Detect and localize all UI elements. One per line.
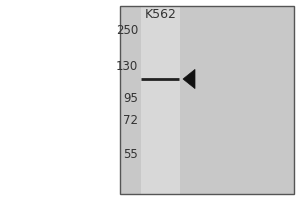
Text: 55: 55 [123, 148, 138, 162]
Bar [120, 6, 294, 194]
Text: 95: 95 [123, 92, 138, 104]
Bar [120, 6, 294, 194]
Text: 72: 72 [123, 114, 138, 128]
Polygon shape [183, 69, 195, 89]
Text: 130: 130 [116, 60, 138, 73]
Text: 250: 250 [116, 24, 138, 38]
Text: K562: K562 [145, 7, 176, 21]
Bar [141, 6, 180, 194]
